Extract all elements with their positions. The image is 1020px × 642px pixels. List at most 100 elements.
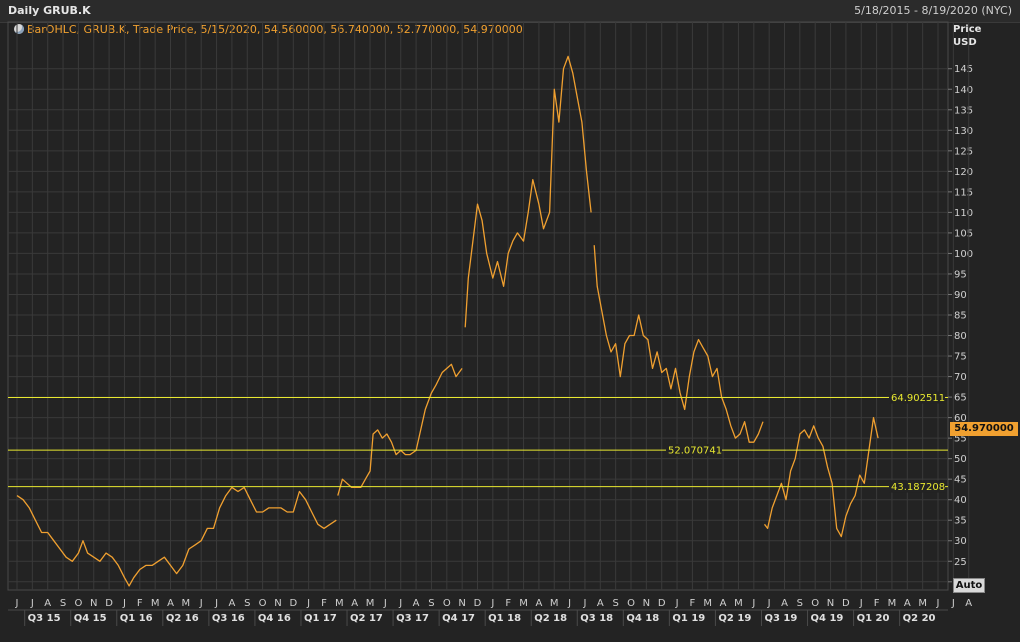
x-tick-label: J [951,598,955,609]
series-legend[interactable]: BarOHLC, GRUB.K, Trade Price, 5/15/2020,… [14,23,523,36]
x-tick-label: J [398,598,402,609]
y-tick-label: 70 [954,372,967,383]
y-axis-title: Price [953,24,982,35]
x-tick-label: M [734,598,743,609]
hline-label-bg [666,444,722,457]
x-tick-label: J [675,598,679,609]
price-series-line [16,486,337,587]
x-tick-label: S [244,598,250,609]
quarter-label: Q3 19 [764,613,797,624]
quarter-label: Q2 18 [534,613,567,624]
quarter-label: Q2 20 [903,613,936,624]
x-tick-label: A [535,598,542,609]
x-tick-label: A [351,598,358,609]
price-series-line [593,245,764,443]
x-tick-label: J [582,598,586,609]
series-globe-icon[interactable] [14,24,24,34]
hline-label-bg [889,480,945,493]
y-tick-label: 35 [954,516,967,527]
x-tick-label: M [918,598,927,609]
y-tick-label: 60 [954,413,967,424]
quarter-label: Q1 16 [120,613,153,624]
x-tick-label: M [366,598,375,609]
x-tick-label: J [936,598,940,609]
x-tick-label: J [306,598,310,609]
x-tick-label: J [859,598,863,609]
x-tick-label: F [137,598,143,609]
x-tick-label: A [597,598,604,609]
x-tick-label: A [167,598,174,609]
x-tick-label: D [658,598,666,609]
x-tick-label: M [519,598,528,609]
x-tick-label: M [335,598,344,609]
x-tick-label: F [505,598,511,609]
quarter-label: Q3 17 [396,613,429,624]
price-series-line [337,363,463,496]
legend-text: BarOHLC, GRUB.K, Trade Price, 5/15/2020,… [27,23,523,36]
y-tick-label: 85 [954,311,967,322]
x-tick-label: J [199,598,203,609]
x-tick-label: A [720,598,727,609]
x-tick-label: S [612,598,618,609]
y-tick-label: 40 [954,495,967,506]
quarter-label: Q4 15 [74,613,107,624]
x-tick-label: M [151,598,160,609]
x-tick-label: F [874,598,880,609]
x-tick-label: M [703,598,712,609]
x-tick-label: J [567,598,571,609]
x-tick-label: J [383,598,387,609]
y-tick-label: 110 [954,208,973,219]
last-price-marker: 54.970000 [950,422,1018,436]
quarter-label: Q4 19 [811,613,844,624]
quarter-label: Q2 17 [350,613,383,624]
x-tick-label: D [474,598,482,609]
quarter-label: Q3 18 [580,613,613,624]
x-tick-label: O [259,598,267,609]
date-range: 5/18/2015 - 8/19/2020 (NYC) [854,4,1012,17]
y-tick-label: 25 [954,557,967,568]
x-tick-label: A [228,598,235,609]
x-tick-label: J [490,598,494,609]
quarter-label: Q1 17 [304,613,337,624]
x-tick-label: A [413,598,420,609]
hline-label: 52.070741 [668,446,722,457]
quarter-label: Q3 16 [212,613,245,624]
x-tick-label: A [781,598,788,609]
x-tick-label: D [842,598,850,609]
quarter-label: Q1 18 [488,613,521,624]
x-tick-label: A [44,598,51,609]
x-tick-label: D [105,598,113,609]
y-tick-label: 55 [954,434,967,445]
x-tick-label: J [767,598,771,609]
quarter-label: Q4 16 [258,613,291,624]
x-tick-label: M [182,598,191,609]
x-tick-label: S [60,598,66,609]
quarter-label: Q1 19 [672,613,705,624]
y-tick-label: 115 [954,187,973,198]
y-tick-label: 90 [954,290,967,301]
y-tick-label: 145 [954,64,973,75]
x-tick-label: J [751,598,755,609]
y-tick-label: 65 [954,393,967,404]
chart-title: Daily GRUB.K [8,4,91,17]
x-tick-label: A [904,598,911,609]
x-tick-label: J [214,598,218,609]
y-tick-label: 95 [954,269,967,280]
x-tick-label: A [965,598,972,609]
x-tick-label: J [122,598,126,609]
y-tick-label: 120 [954,167,973,178]
x-tick-label: J [30,598,34,609]
x-tick-label: D [289,598,297,609]
y-tick-label: 100 [954,249,973,260]
auto-scale-button[interactable]: Auto [953,578,985,593]
y-axis-header: Price USD [953,23,981,49]
quarter-label: Q2 19 [718,613,751,624]
x-tick-label: N [274,598,281,609]
x-tick-label: O [74,598,82,609]
x-tick-label: S [428,598,434,609]
quarter-label: Q2 16 [166,613,199,624]
price-series-line [464,55,592,328]
y-tick-label: 140 [954,85,973,96]
y-axis-unit: USD [953,37,977,48]
